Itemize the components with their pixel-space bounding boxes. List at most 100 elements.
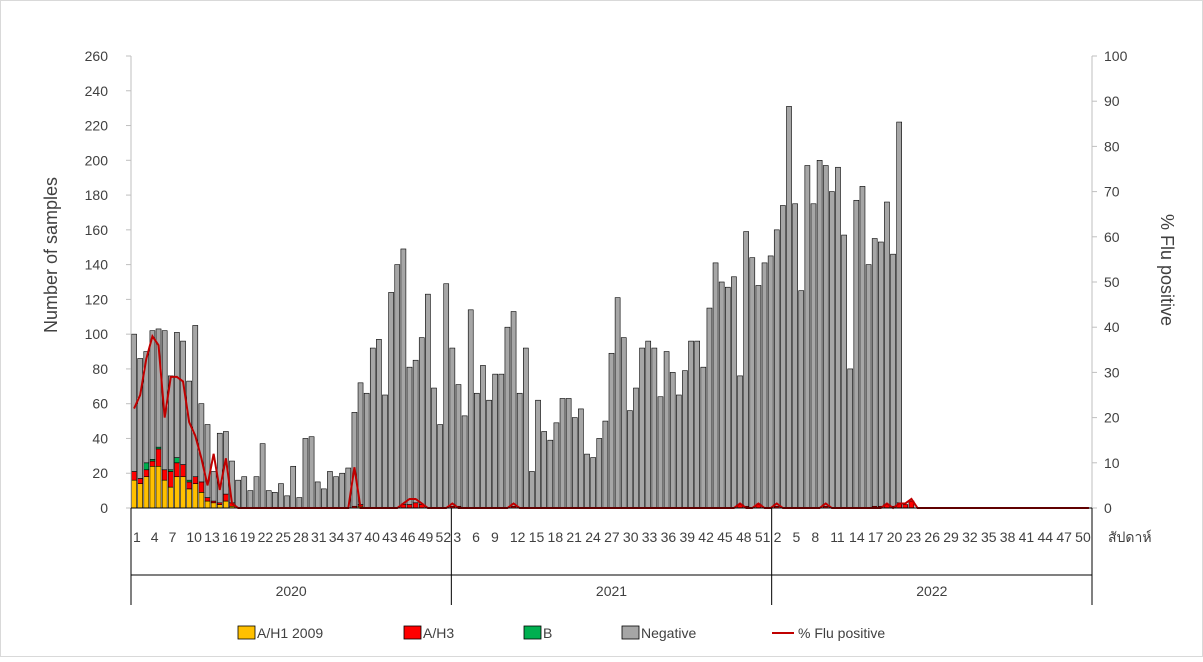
y2-tick-label: 100 (1104, 48, 1128, 64)
bar-negative (706, 307, 713, 509)
year-label: 2020 (276, 583, 307, 599)
bar-negative (449, 347, 456, 507)
y-tick-label: 120 (85, 291, 109, 307)
week-label: 40 (364, 529, 380, 545)
week-label: 15 (529, 529, 545, 545)
y-tick-label: 240 (85, 83, 109, 99)
bar-negative (474, 392, 480, 509)
week-label: 47 (1056, 529, 1072, 545)
bar-a-h1-2009 (174, 476, 180, 509)
bar-negative (143, 351, 150, 464)
bar-negative (565, 398, 572, 509)
bar-negative (596, 438, 603, 509)
bar-a-h3 (161, 469, 168, 481)
bar-b (143, 462, 150, 471)
week-label: 38 (1000, 529, 1016, 545)
bar-negative (694, 340, 700, 509)
bar-negative (180, 340, 186, 465)
bar-negative (810, 203, 817, 509)
bar-a-h3 (131, 471, 137, 481)
bar-negative (204, 424, 211, 498)
bar-negative (633, 387, 639, 509)
legend-label--flu-positive: % Flu positive (798, 625, 885, 641)
y-tick-label: 40 (92, 430, 108, 446)
bar-a-h3 (167, 471, 174, 488)
bar-negative (363, 392, 370, 509)
bar-negative (743, 231, 749, 507)
y-tick-label: 60 (92, 396, 108, 412)
bar-negative (167, 375, 174, 471)
week-label: 8 (811, 529, 819, 545)
bar-b (174, 457, 180, 464)
bar-a-h1-2009 (216, 504, 223, 509)
week-label: 20 (887, 529, 903, 545)
bar-a-h1-2009 (137, 483, 143, 509)
bar-negative (884, 201, 890, 505)
bar-negative (492, 373, 499, 509)
bar-negative (620, 337, 627, 509)
bar-negative (822, 165, 829, 507)
bar-negative (657, 396, 664, 509)
week-label: 27 (604, 529, 620, 545)
y2-tick-label: 90 (1104, 93, 1120, 109)
week-label: 37 (347, 529, 363, 545)
week-label: 11 (830, 529, 845, 545)
bar-negative (418, 337, 425, 505)
x-axis-title: สัปดาห์ (1108, 529, 1152, 545)
bar-a-h1-2009 (143, 476, 150, 509)
year-label: 2022 (916, 583, 947, 599)
bar-negative (149, 330, 156, 460)
bar-negative (314, 481, 321, 509)
y-tick-label: 180 (85, 187, 109, 203)
bar-negative (235, 479, 241, 509)
legend-label-a-h1-2009: A/H1 2009 (257, 625, 323, 641)
bar-a-h3 (143, 469, 150, 477)
bar-negative (896, 121, 902, 504)
bar-a-h1-2009 (210, 502, 217, 509)
bar-negative (406, 366, 413, 505)
bar-negative (663, 351, 670, 509)
bar-negative (639, 347, 645, 509)
week-label: 24 (585, 529, 601, 545)
bar-a-h1-2009 (192, 483, 199, 509)
legend-label-a-h3: A/H3 (423, 625, 454, 641)
bar-negative (174, 332, 180, 458)
bar-negative (602, 420, 609, 509)
bar-a-h3 (192, 476, 199, 484)
bar-negative (816, 160, 823, 509)
bar-negative (369, 347, 376, 509)
bar-a-h1-2009 (155, 465, 162, 509)
bar-negative (829, 191, 835, 509)
bar-negative (333, 476, 339, 509)
legend-label-b: B (543, 625, 552, 641)
bar-negative (412, 359, 419, 504)
bar-negative (461, 415, 468, 509)
bar-negative (376, 339, 382, 509)
bar-negative (400, 248, 407, 505)
bar-negative (547, 439, 554, 509)
bar-negative (216, 432, 223, 504)
y-tick-label: 100 (85, 326, 109, 342)
bar-negative (467, 309, 474, 509)
week-label: 5 (793, 529, 801, 545)
bar-negative (712, 262, 719, 509)
legend-swatch-a-h3 (403, 625, 422, 640)
bar-a-h3 (174, 462, 180, 478)
week-label: 2 (774, 529, 782, 545)
bar-negative (516, 392, 523, 509)
bar-negative (522, 347, 529, 509)
bar-a-h1-2009 (161, 479, 168, 509)
week-label: 32 (962, 529, 978, 545)
week-label: 39 (679, 529, 695, 545)
bar-negative (584, 453, 590, 509)
week-label: 12 (510, 529, 526, 545)
bar-a-h3 (149, 460, 156, 467)
bar-negative (192, 325, 199, 478)
y2-tick-label: 10 (1104, 455, 1120, 471)
y-tick-label: 160 (85, 222, 109, 238)
week-label: 4 (151, 529, 159, 545)
bar-negative (780, 205, 786, 509)
week-label: 26 (924, 529, 940, 545)
bar-negative (614, 297, 621, 509)
